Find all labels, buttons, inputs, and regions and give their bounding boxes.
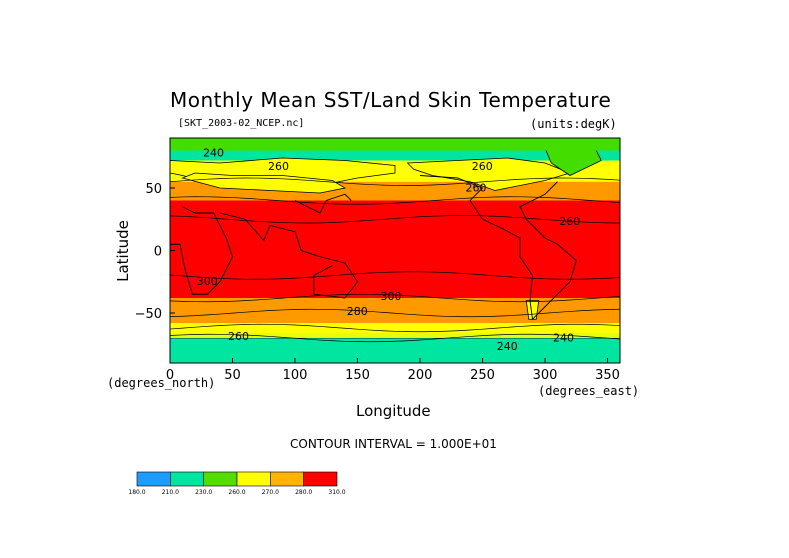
contour-label: 300 xyxy=(381,290,402,303)
coastline-3 xyxy=(294,193,352,214)
x-tick-label: 350 xyxy=(595,368,620,383)
colorbar-label: 230.0 xyxy=(195,489,212,496)
colorbar-swatch xyxy=(270,471,304,487)
x-axis-label: Longitude xyxy=(356,402,431,420)
chart-title: Monthly Mean SST/Land Skin Temperature xyxy=(170,88,612,112)
colorbar-label: 180.0 xyxy=(128,489,145,496)
colorbar-swatch xyxy=(236,471,271,487)
band-4 xyxy=(170,298,620,323)
contour-label: 260 xyxy=(472,160,493,173)
coastline-2 xyxy=(219,212,359,299)
colorbar-label: 270.0 xyxy=(262,489,279,496)
contour-line-7 xyxy=(170,333,620,343)
colorbar-swatch xyxy=(303,471,338,487)
contour-label: 260 xyxy=(228,330,249,343)
contour-line-3 xyxy=(170,271,620,280)
colorbar-swatch xyxy=(203,471,238,487)
contour-label: 280 xyxy=(347,305,368,318)
x-tick-label: 50 xyxy=(224,368,241,383)
contour-label: 260 xyxy=(559,215,580,228)
colorbar-label: 210.0 xyxy=(162,489,179,496)
contour-line-2 xyxy=(170,215,620,224)
contour-label: 260 xyxy=(466,181,487,194)
y-tick-label: 0 xyxy=(154,245,162,260)
units-label: (units:degK) xyxy=(530,117,617,131)
contour-label: 240 xyxy=(497,340,518,353)
x-unit-label: (degrees_east) xyxy=(538,384,640,398)
land-north-america-cold xyxy=(406,157,572,191)
contour-line-1 xyxy=(170,196,620,205)
contour-line-6 xyxy=(170,323,620,333)
y-unit-label: (degrees_north) xyxy=(107,376,216,390)
contour-line-0 xyxy=(170,177,620,186)
subantarctic-strip xyxy=(170,328,620,338)
file-label: [SKT_2003-02_NCEP.nc] xyxy=(178,118,305,129)
contour-line-5 xyxy=(170,308,620,318)
arctic-strip xyxy=(170,138,620,151)
coastline-0 xyxy=(419,175,577,321)
colorbar-swatch xyxy=(170,471,204,487)
x-tick-label: 150 xyxy=(345,368,370,383)
coastline-1 xyxy=(170,206,233,295)
x-tick-label: 0 xyxy=(166,368,174,383)
contour-label: 240 xyxy=(553,331,574,344)
y-tick-label: −50 xyxy=(135,307,162,322)
colorbar-label: 280.0 xyxy=(295,489,312,496)
colorbar-label: 310.0 xyxy=(328,489,345,496)
x-tick-label: 100 xyxy=(283,368,308,383)
contour-label: 300 xyxy=(197,275,218,288)
x-tick-label: 250 xyxy=(470,368,495,383)
land-eurasia-mid xyxy=(181,172,347,194)
contour-label: 240 xyxy=(203,146,224,159)
y-tick-label: 50 xyxy=(145,182,162,197)
colorbar-swatch xyxy=(136,471,171,487)
contour-label: 260 xyxy=(268,160,289,173)
x-tick-label: 300 xyxy=(533,368,558,383)
band-3 xyxy=(170,200,620,298)
contour-interval-label: CONTOUR INTERVAL = 1.000E+01 xyxy=(290,437,497,451)
colorbar-label: 260.0 xyxy=(228,489,245,496)
x-tick-label: 200 xyxy=(408,368,433,383)
contour-line-4 xyxy=(170,293,620,303)
